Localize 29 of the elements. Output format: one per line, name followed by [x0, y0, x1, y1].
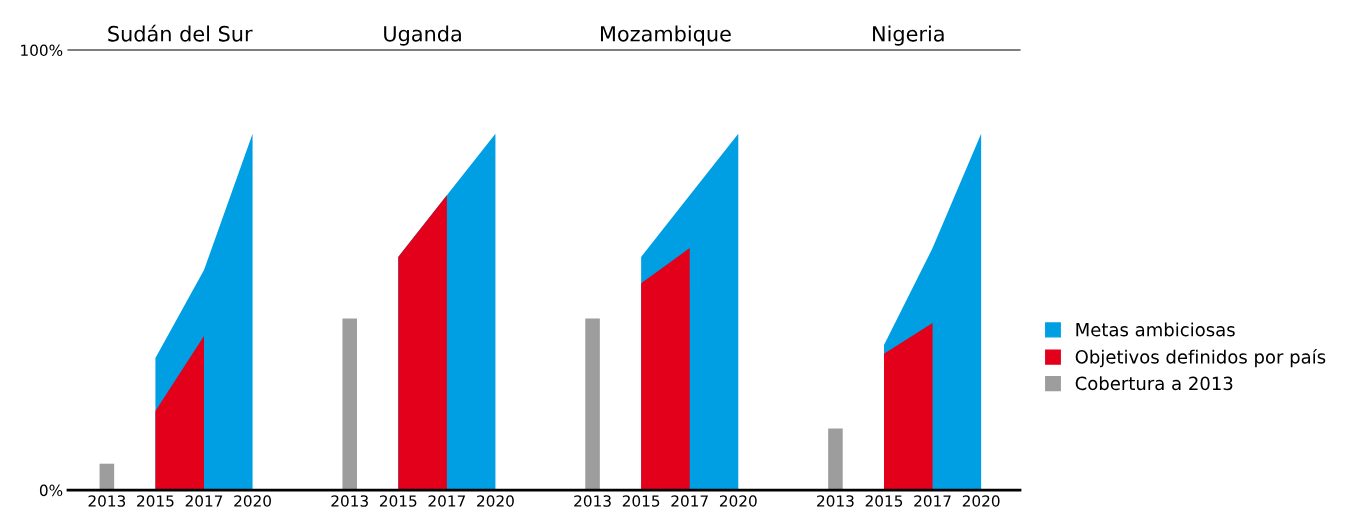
bar: [342, 318, 357, 491]
text: Mozambique: [600, 25, 731, 46]
x-tick-label: 2017: [185, 495, 223, 507]
bar: [828, 428, 843, 491]
y-tick-label: 100%: [21, 44, 63, 57]
x-tick-label: 2013: [88, 495, 126, 507]
x-tick-label: 2015: [865, 495, 903, 507]
x-tick-label: 2017: [914, 495, 951, 507]
x-tick-label: 2013: [331, 495, 368, 507]
x-tick-label: 2015: [137, 495, 174, 507]
bar: [99, 463, 115, 491]
x-tick-label: 2020: [962, 495, 1000, 507]
x-tick-label: 2020: [719, 495, 757, 507]
text: Sudán del Sur: [108, 24, 253, 42]
x-tick-label: 2015: [622, 495, 660, 507]
text: Uganda: [384, 25, 461, 46]
legend-label: Metas ambiciosas: [1076, 322, 1235, 337]
bar: [585, 318, 600, 491]
x-tick-label: 2013: [574, 495, 611, 507]
x-tick-label: 2020: [234, 495, 271, 507]
legend-label: Objetivos definidos por país: [1075, 349, 1326, 368]
legend-label: Cobertura a 2013: [1075, 376, 1233, 391]
y-tick-label: 0%: [39, 484, 63, 497]
x-tick-label: 2017: [428, 495, 465, 507]
text: Nigeria: [873, 25, 944, 46]
x-tick-label: 2020: [477, 495, 514, 507]
x-tick-label: 2013: [817, 495, 854, 507]
x-tick-label: 2017: [671, 495, 708, 507]
x-tick-label: 2015: [379, 495, 417, 507]
